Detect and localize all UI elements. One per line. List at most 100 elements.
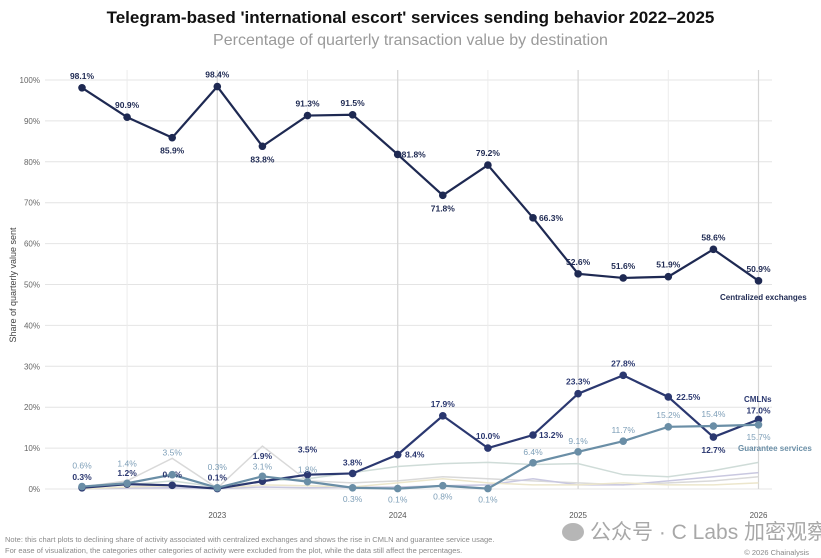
data-label: 0.3% xyxy=(72,472,92,482)
data-point xyxy=(439,481,447,490)
x-tick-label: 2024 xyxy=(389,511,407,520)
series-name-label: Centralized exchanges xyxy=(720,293,807,302)
data-label: 3.5% xyxy=(298,445,318,455)
data-point xyxy=(754,415,763,424)
data-label: 11.7% xyxy=(611,425,635,435)
y-tick-label: 40% xyxy=(24,321,40,330)
y-axis-label: Share of quarterly value sent xyxy=(8,227,18,343)
data-point xyxy=(484,444,492,452)
data-point xyxy=(213,82,222,91)
data-point xyxy=(78,482,86,491)
watermark: 公众号 · C Labs 加密观察 xyxy=(562,521,821,545)
data-point xyxy=(258,472,267,481)
x-tick-label: 2026 xyxy=(750,511,768,520)
data-label: 90.9% xyxy=(115,100,140,110)
data-point xyxy=(393,450,402,459)
data-label: 79.2% xyxy=(476,148,501,158)
data-point xyxy=(168,481,176,490)
wechat-icon xyxy=(562,523,584,541)
data-point xyxy=(754,420,763,429)
data-label: 81.8% xyxy=(402,149,427,159)
data-label: 83.8% xyxy=(250,154,275,164)
y-tick-label: 80% xyxy=(24,158,40,167)
data-label: 1.8% xyxy=(298,465,318,475)
data-point xyxy=(303,477,312,486)
data-point xyxy=(393,484,402,493)
watermark-text: 公众号 · C Labs 加密观察 xyxy=(590,521,821,544)
data-point xyxy=(348,469,357,478)
data-point xyxy=(258,142,267,151)
data-point xyxy=(529,431,537,439)
chart-subtitle: Percentage of quarterly transaction valu… xyxy=(213,32,608,49)
y-tick-label: 60% xyxy=(24,240,40,249)
data-label: 0.6% xyxy=(72,461,92,471)
data-label: 91.3% xyxy=(295,99,320,109)
data-point xyxy=(664,423,673,431)
data-point xyxy=(754,277,763,285)
data-label: 23.3% xyxy=(566,377,591,387)
data-label: 17.0% xyxy=(746,405,771,415)
data-label: 15.4% xyxy=(701,409,726,419)
data-point xyxy=(168,470,176,479)
data-label: 51.6% xyxy=(611,261,636,271)
data-point xyxy=(348,483,357,492)
data-point xyxy=(709,433,718,441)
data-label: 27.8% xyxy=(611,358,636,368)
data-label: 0.8% xyxy=(433,492,453,502)
series-line-0 xyxy=(81,84,760,282)
data-point xyxy=(393,150,402,159)
data-label: 1.2% xyxy=(117,468,137,478)
data-label: 10.0% xyxy=(476,431,501,441)
data-point xyxy=(439,411,447,420)
data-label: 3.5% xyxy=(163,448,183,458)
data-label: 3.8% xyxy=(343,457,363,467)
series-name-label: CMLNs xyxy=(744,395,772,404)
data-point xyxy=(529,459,537,467)
y-tick-label: 70% xyxy=(24,199,40,208)
data-point xyxy=(619,437,627,445)
y-tick-label: 50% xyxy=(24,281,40,290)
data-label: 9.1% xyxy=(568,436,588,446)
data-label: 13.2% xyxy=(539,430,564,440)
data-point xyxy=(168,133,176,142)
data-label: 0.3% xyxy=(343,494,363,504)
data-point xyxy=(619,274,627,282)
chart-title: Telegram-based 'international escort' se… xyxy=(106,8,715,27)
y-tick-label: 30% xyxy=(24,362,40,371)
data-label: 52.6% xyxy=(566,257,591,267)
data-label: 50.9% xyxy=(746,264,771,274)
y-tick-label: 90% xyxy=(24,117,40,126)
data-point xyxy=(574,270,582,278)
x-tick-label: 2023 xyxy=(208,511,226,520)
data-point xyxy=(619,371,627,380)
data-point xyxy=(348,110,357,119)
data-label: 58.6% xyxy=(701,232,726,242)
data-point xyxy=(709,245,718,254)
x-tick-label: 2025 xyxy=(569,511,587,520)
data-point xyxy=(213,483,222,492)
data-label: 0.1% xyxy=(388,495,408,505)
series-line-1 xyxy=(81,374,759,490)
y-tick-label: 10% xyxy=(24,444,40,453)
data-point xyxy=(664,393,673,401)
data-label: 15.2% xyxy=(656,410,681,420)
data-label: 51.9% xyxy=(656,260,681,270)
data-label: 22.5% xyxy=(676,392,701,402)
footnote-2: For ease of visualization, the categorie… xyxy=(5,546,463,555)
data-label: 0.1% xyxy=(478,495,498,505)
data-label: 98.4% xyxy=(205,70,230,80)
data-label: 17.9% xyxy=(431,399,456,409)
data-point xyxy=(574,389,582,398)
data-label: 6.4% xyxy=(523,447,543,457)
data-point xyxy=(303,111,312,120)
y-tick-label: 100% xyxy=(20,76,40,85)
y-tick-label: 0% xyxy=(28,485,40,494)
data-label: 0.3% xyxy=(208,462,228,472)
data-label: 71.8% xyxy=(431,203,456,213)
copyright: © 2026 Chainalysis xyxy=(744,548,809,557)
data-label: 15.7% xyxy=(746,432,771,442)
series-name-label: Guarantee services xyxy=(738,444,812,453)
data-point xyxy=(574,447,582,456)
data-label: 66.3% xyxy=(539,213,564,223)
